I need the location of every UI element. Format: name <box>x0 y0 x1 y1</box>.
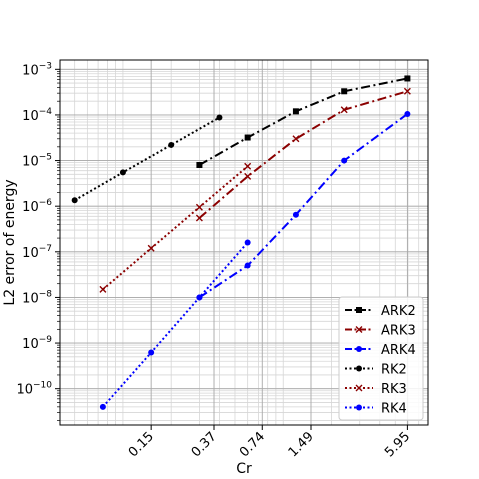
data-point-rk4 <box>148 349 155 356</box>
series-rk2 <box>71 114 223 204</box>
y-tick-label: 10−6 <box>22 198 52 215</box>
y-tick-label: 10−5 <box>22 153 52 170</box>
series-ark2 <box>196 75 411 168</box>
y-tick-label: 10−9 <box>22 335 52 352</box>
legend-label-ark2: ARK2 <box>381 304 416 319</box>
data-point-ark3 <box>292 135 300 143</box>
legend-label-ark3: ARK3 <box>381 324 416 339</box>
series-rk4 <box>99 239 251 410</box>
data-point-ark2 <box>196 161 203 168</box>
y-tick-label: 10−4 <box>22 107 52 124</box>
series-layer <box>71 75 411 410</box>
legend-item-ark3: ARK3 <box>345 324 416 339</box>
y-tick-label: 10−3 <box>22 61 52 78</box>
data-point-rk4 <box>196 294 203 301</box>
data-point-rk3 <box>195 203 203 211</box>
legend-marker-rk2 <box>356 365 362 372</box>
plot-frame <box>59 59 429 426</box>
data-point-rk3 <box>147 244 155 252</box>
series-line-rk3 <box>102 165 249 291</box>
x-axis-label: Cr <box>236 461 252 477</box>
data-point-ark4 <box>404 110 411 117</box>
legend-label-rk4: RK4 <box>381 402 407 417</box>
data-point-rk3 <box>244 162 252 170</box>
data-point-ark3 <box>340 106 348 114</box>
data-point-rk2 <box>216 114 223 121</box>
legend-item-ark2: ARK2 <box>345 304 416 319</box>
legend-item-rk4: RK4 <box>345 402 407 417</box>
legend-label-rk2: RK2 <box>381 363 407 378</box>
data-point-ark2 <box>404 75 411 82</box>
y-axis-label: L2 error of energy <box>2 179 18 305</box>
y-tick-label: 10−10 <box>16 381 52 398</box>
data-point-ark2 <box>292 108 299 115</box>
legend-item-ark4: ARK4 <box>345 343 416 358</box>
data-point-ark3 <box>244 172 252 180</box>
data-point-ark4 <box>341 157 348 164</box>
legend-label-rk3: RK3 <box>381 382 407 397</box>
legend-label-ark4: ARK4 <box>381 343 416 358</box>
series-rk3 <box>99 162 252 293</box>
legend-marker-ark3 <box>355 326 363 333</box>
data-point-ark4 <box>244 262 251 269</box>
data-point-rk2 <box>71 197 78 204</box>
data-point-rk4 <box>99 403 106 410</box>
data-point-ark3 <box>195 214 203 222</box>
legend-item-rk2: RK2 <box>345 363 407 378</box>
y-tick-label: 10−8 <box>22 289 52 306</box>
series-line-ark3 <box>198 90 408 219</box>
legend-marker-ark4 <box>356 346 362 352</box>
legend-item-rk3: RK3 <box>345 382 407 397</box>
data-point-ark2 <box>244 134 251 141</box>
series-line-rk4 <box>102 241 249 408</box>
data-point-ark3 <box>403 87 411 95</box>
legend-marker-rk3 <box>355 384 363 392</box>
data-point-rk2 <box>168 141 175 148</box>
data-point-rk3 <box>99 285 107 293</box>
data-point-ark2 <box>341 88 348 95</box>
legend-marker-rk4 <box>356 404 362 411</box>
y-tick-label: 10−7 <box>22 244 52 261</box>
data-point-ark4 <box>292 211 299 218</box>
series-line-rk2 <box>74 116 220 202</box>
data-point-rk4 <box>244 239 251 246</box>
series-ark3 <box>195 87 411 222</box>
legend-marker-ark2 <box>356 307 362 313</box>
series-ark4 <box>196 110 411 301</box>
y-axis: 10−10 10−9 10−8 10−7 10−6 10−5 10−4 10−3 <box>16 61 60 421</box>
legend: ARK2 ARK3 ARK4 RK2 RK3 RK4 <box>338 296 424 421</box>
data-point-rk2 <box>119 169 126 176</box>
